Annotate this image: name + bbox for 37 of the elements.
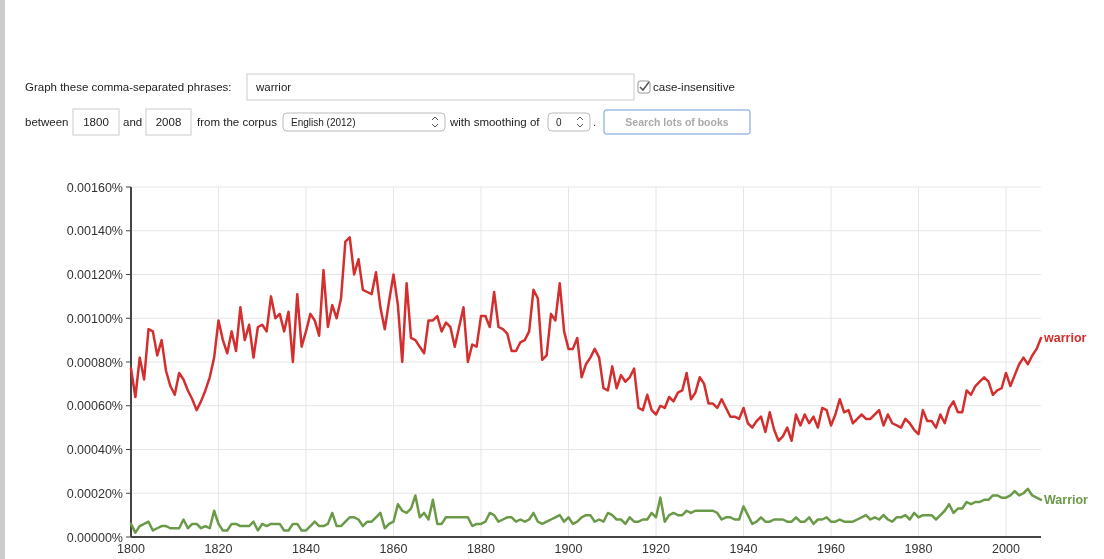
text: between xyxy=(25,116,69,128)
x-tick-label: 2000 xyxy=(992,542,1020,556)
text: 2008 xyxy=(155,116,182,128)
y-tick-label: 0.00080% xyxy=(66,355,123,370)
x-tick-label: 1920 xyxy=(642,542,670,556)
x-tick-label: 1980 xyxy=(904,542,933,556)
y-tick-label: 0.00020% xyxy=(66,486,123,501)
y-tick-label: 0.00100% xyxy=(66,311,123,326)
x-tick-label: 1880 xyxy=(467,542,495,556)
text: English (2012) xyxy=(291,117,356,128)
y-tick-label: 0.00120% xyxy=(66,268,123,282)
text: warrior xyxy=(255,81,292,93)
series-label: warrior xyxy=(1043,330,1087,345)
text: Search lots of books xyxy=(625,116,729,128)
x-tick-label: 1960 xyxy=(817,542,845,556)
text: 1800 xyxy=(83,116,109,128)
x-tick-label: 1900 xyxy=(554,542,583,556)
y-tick-label: 0.00000% xyxy=(66,530,123,545)
line-series xyxy=(129,236,1043,442)
x-tick-label: 1860 xyxy=(379,542,408,556)
text: Graph these comma-separated phrases: xyxy=(25,81,232,93)
line-series xyxy=(129,487,1043,534)
text: with smoothing of xyxy=(449,116,541,128)
text: 0 xyxy=(556,117,562,128)
x-tick-label: 1940 xyxy=(729,542,758,556)
text: . xyxy=(593,116,597,128)
y-tick-label: 0.00040% xyxy=(66,443,123,457)
x-tick-label: 1800 xyxy=(117,542,145,556)
series-label: Warrior xyxy=(1044,492,1089,507)
text: and xyxy=(123,116,143,128)
text: from the corpus xyxy=(197,116,278,128)
y-tick-label: 0.00140% xyxy=(66,224,123,239)
x-tick-label: 1840 xyxy=(292,542,320,556)
text: case-insensitive xyxy=(653,81,735,93)
y-tick-label: 0.00060% xyxy=(66,399,123,414)
x-tick-label: 1820 xyxy=(204,542,233,556)
y-tick-label: 0.00160% xyxy=(66,180,123,195)
